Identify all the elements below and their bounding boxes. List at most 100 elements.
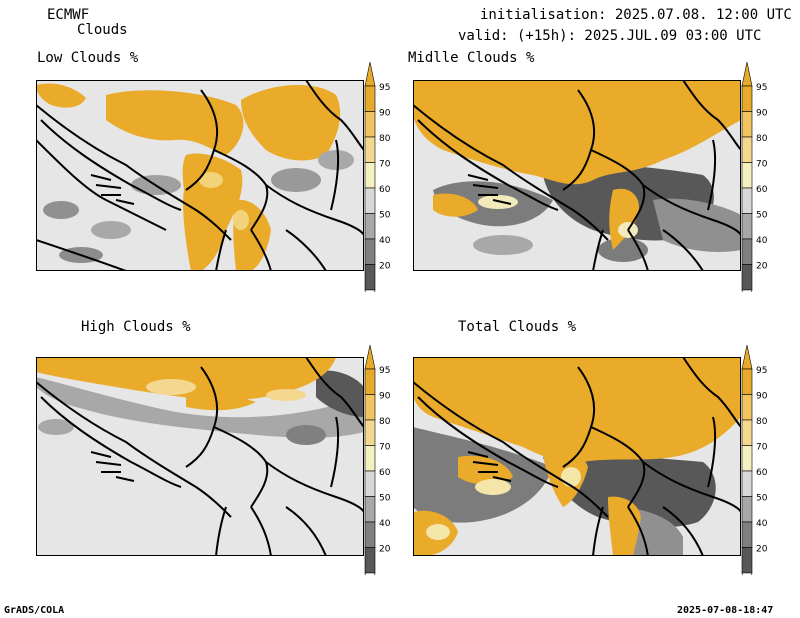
- map-panel-middle: [413, 80, 741, 271]
- colorbar-total: 95 90 80 70 60 50 40 20: [741, 344, 768, 575]
- colorbar-label: 90: [379, 392, 391, 402]
- country-borders: [413, 357, 741, 556]
- panel-title-middle: Midlle Clouds %: [408, 50, 535, 66]
- colorbar-segment: [741, 496, 753, 523]
- colorbar-middle: 95 90 80 70 60 50 40 20: [741, 61, 768, 292]
- colorbar-label: 95: [756, 366, 767, 376]
- colorbar-label: 40: [756, 519, 768, 529]
- footer-software: GrADS/COLA: [4, 605, 65, 616]
- colorbar-segment: [364, 111, 376, 138]
- colorbar-label: 20: [379, 262, 391, 272]
- colorbar-segment: [741, 521, 753, 548]
- colorbar-arrow-low: [741, 289, 753, 292]
- colorbar-label: 40: [379, 236, 391, 246]
- colorbar-label: 20: [756, 545, 768, 555]
- colorbar-label: 80: [756, 417, 768, 427]
- country-borders: [36, 357, 364, 556]
- model-label: ECMWF: [47, 7, 90, 23]
- colorbar-label: 80: [756, 134, 768, 144]
- colorbar-segment: [741, 238, 753, 265]
- colorbar-label: 50: [756, 494, 768, 504]
- colorbar-label: 50: [756, 211, 768, 221]
- colorbar-segment: [741, 85, 753, 112]
- colorbar-label: 60: [379, 468, 391, 478]
- colorbar-segment: [741, 419, 753, 446]
- colorbar-segment: [741, 187, 753, 214]
- colorbar-label: 90: [756, 109, 768, 119]
- map-frame: [413, 357, 741, 556]
- colorbar-segment: [364, 419, 376, 446]
- colorbar-segment: [741, 162, 753, 189]
- colorbar-segment: [364, 470, 376, 497]
- colorbar-arrow-low: [364, 289, 376, 292]
- colorbar-segment: [741, 445, 753, 472]
- colorbar-segment: [364, 394, 376, 421]
- colorbar-arrow-low: [741, 572, 753, 575]
- country-borders: [36, 80, 364, 271]
- panel-title-low: Low Clouds %: [37, 50, 139, 66]
- colorbar-segment: [741, 213, 753, 240]
- colorbar-label: 50: [379, 211, 391, 221]
- colorbar-arrow-high: [741, 344, 753, 370]
- colorbar-arrow-high: [364, 344, 376, 370]
- colorbar-label: 60: [379, 185, 391, 195]
- valid-time-label: valid: (+15h): 2025.JUL.09 03:00 UTC: [458, 28, 762, 44]
- colorbar-segment: [741, 136, 753, 163]
- colorbar-label: 40: [756, 236, 768, 246]
- map-frame: [413, 80, 741, 271]
- colorbar-segment: [364, 187, 376, 214]
- colorbar-label: 95: [379, 83, 390, 93]
- colorbar-arrow-high: [364, 61, 376, 87]
- colorbar-segment: [364, 547, 376, 574]
- cloud-grey-patches: [36, 370, 364, 445]
- footer-timestamp: 2025-07-08-18:47: [677, 605, 774, 616]
- colorbar-label: 60: [756, 185, 768, 195]
- colorbar-segment: [364, 445, 376, 472]
- colorbar-low: 95 90 80 70 60 50 40 20: [364, 61, 391, 292]
- colorbar-label: 20: [756, 262, 768, 272]
- colorbar-label: 90: [756, 392, 768, 402]
- colorbar-segment: [364, 136, 376, 163]
- map-panel-total: [413, 357, 741, 556]
- cloud-field: [413, 80, 741, 250]
- map-frame: [36, 357, 364, 556]
- initialisation-label: initialisation: 2025.07.08. 12:00 UTC: [480, 7, 792, 23]
- colorbar-label: 80: [379, 134, 391, 144]
- colorbar-segment: [364, 85, 376, 112]
- colorbar-label: 70: [756, 443, 768, 453]
- colorbar-segment: [364, 521, 376, 548]
- colorbar-high: 95 90 80 70 60 50 40 20: [364, 344, 391, 575]
- colorbar-segment: [364, 368, 376, 395]
- colorbar-segment: [741, 394, 753, 421]
- colorbar-arrow-high: [741, 61, 753, 87]
- colorbar-segment: [364, 264, 376, 291]
- colorbar-segment: [741, 111, 753, 138]
- colorbar-segment: [364, 496, 376, 523]
- colorbar-segment: [364, 162, 376, 189]
- colorbar-segment: [364, 238, 376, 265]
- map-frame: [36, 80, 364, 271]
- colorbar-segment: [741, 264, 753, 291]
- colorbar-label: 40: [379, 519, 391, 529]
- colorbar-label: 60: [756, 468, 768, 478]
- panel-title-total: Total Clouds %: [458, 319, 577, 335]
- colorbar-label: 50: [379, 494, 391, 504]
- colorbar-arrow-low: [364, 572, 376, 575]
- cloud-field: [413, 357, 741, 556]
- colorbar-label: 95: [379, 366, 390, 376]
- parameter-label: Clouds: [77, 22, 128, 38]
- colorbar-label: 70: [379, 160, 391, 170]
- colorbar-segment: [741, 368, 753, 395]
- colorbar-label: 90: [379, 109, 391, 119]
- colorbar-segment: [364, 213, 376, 240]
- colorbar-segment: [741, 470, 753, 497]
- colorbar-segment: [741, 547, 753, 574]
- colorbar-label: 80: [379, 417, 391, 427]
- country-borders: [413, 80, 741, 271]
- panel-title-high: High Clouds %: [81, 319, 191, 335]
- cloud-field: [36, 83, 341, 271]
- cloud-light-edges: [146, 379, 306, 401]
- cloud-light-edges: [199, 172, 249, 230]
- map-panel-high: [36, 357, 364, 556]
- colorbar-label: 20: [379, 545, 391, 555]
